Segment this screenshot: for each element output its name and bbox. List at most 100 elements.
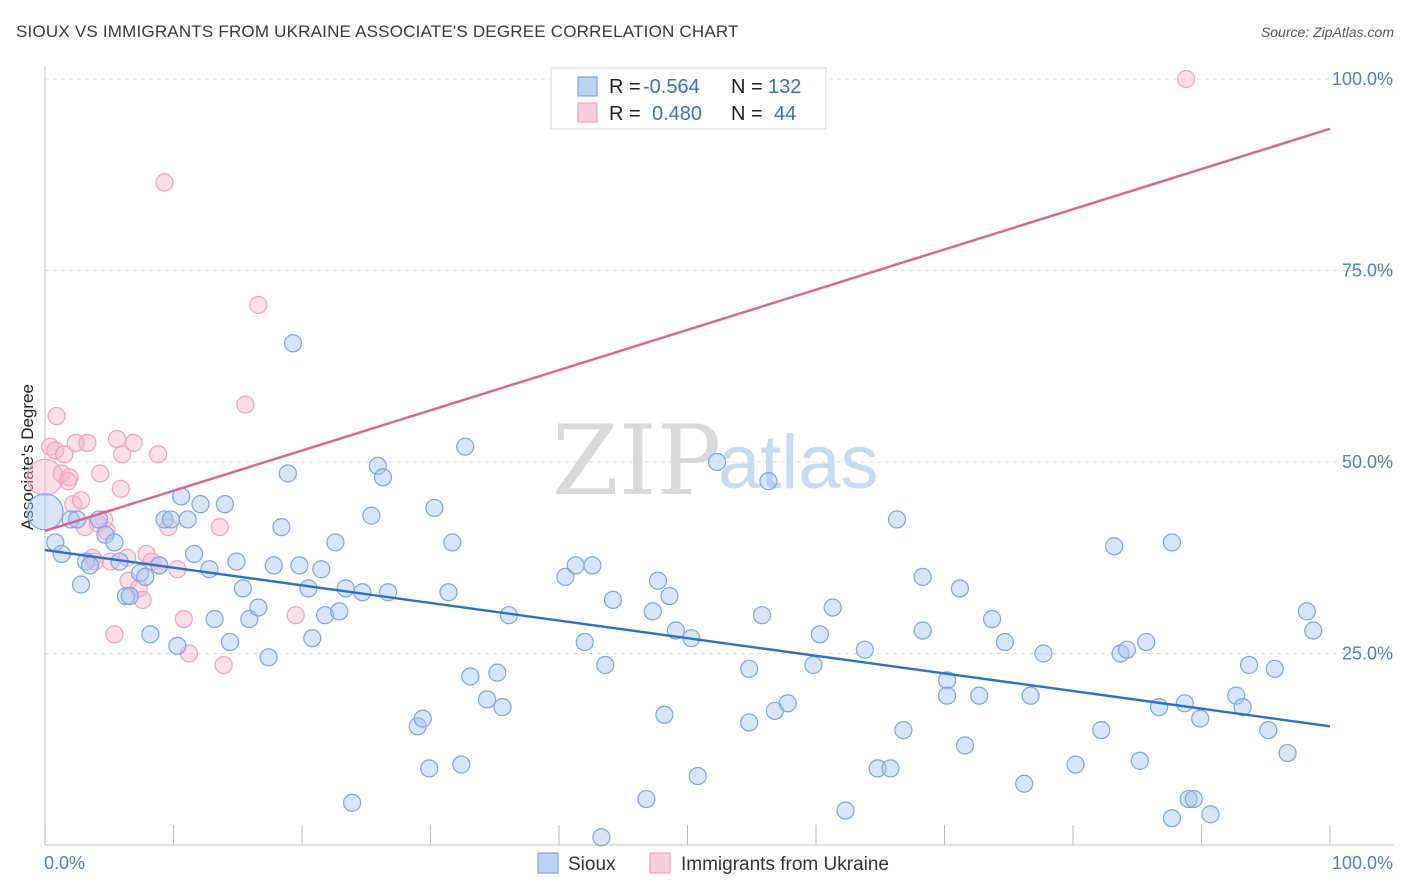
legend-swatch-sioux — [577, 76, 598, 97]
sioux-point-102 — [970, 686, 989, 705]
sioux-point-121 — [1191, 709, 1210, 728]
legend-r-value-sioux: -0.564 — [643, 76, 700, 98]
sioux-point-55 — [425, 498, 444, 518]
sioux-point-82 — [740, 659, 759, 678]
sioux-point-109 — [1092, 720, 1111, 740]
sioux-point-44 — [330, 602, 349, 621]
sioux-point-94 — [887, 510, 907, 529]
ukraine-point-3 — [47, 406, 66, 426]
sioux-point-99 — [937, 686, 957, 705]
legend-r-label-sioux: R = — [609, 76, 641, 98]
sioux-point-45 — [336, 579, 355, 598]
sioux-point-119 — [1179, 789, 1198, 809]
legend-n-value-sioux: 132 — [768, 76, 801, 98]
grid-lines — [45, 78, 1393, 654]
watermark-atlas: atlas — [718, 420, 879, 505]
ukraine-point-17 — [95, 510, 114, 529]
sioux-point-114 — [1137, 632, 1156, 652]
sioux-point-71 — [603, 590, 623, 609]
legend-n-label-sioux: N = — [731, 76, 763, 98]
legend-n-value-ukraine: 44 — [774, 103, 796, 125]
sioux-point-53 — [413, 709, 432, 728]
sioux-point-123 — [1227, 686, 1246, 705]
sioux-point-13 — [120, 586, 139, 606]
sioux-point-38 — [290, 556, 309, 575]
ukraine-point-42 — [286, 606, 305, 625]
sioux-points — [26, 334, 1323, 847]
sioux-point-41 — [312, 560, 331, 579]
sioux-point-100 — [950, 579, 970, 598]
sioux-point-40 — [303, 629, 322, 648]
sioux-point-35 — [272, 518, 291, 537]
legend-r-value-ukraine: 0.480 — [652, 103, 702, 125]
sioux-point-34 — [264, 556, 283, 575]
ukraine-point-43 — [1176, 69, 1196, 89]
sioux-point-84 — [759, 472, 778, 491]
sioux-point-59 — [456, 437, 475, 456]
watermark-zip: ZIP — [552, 405, 721, 517]
sioux-point-130 — [1304, 621, 1323, 640]
ukraine-point-36 — [174, 609, 193, 629]
sioux-point-106 — [1021, 686, 1040, 705]
sioux-point-113 — [1130, 751, 1149, 770]
bottom-legend: Sioux Immigrants from Ukraine — [537, 852, 889, 875]
ukraine-point-33 — [155, 173, 174, 192]
sioux-point-67 — [575, 632, 594, 652]
sioux-point-107 — [1034, 644, 1053, 663]
sioux-point-128 — [1278, 743, 1297, 763]
sioux-point-5 — [71, 575, 91, 594]
x-tick-label-max: 100.0% — [1332, 853, 1393, 873]
sioux-point-25 — [200, 560, 219, 579]
sioux-point-112 — [1117, 640, 1137, 659]
sioux-point-91 — [855, 640, 874, 659]
sioux-point-124 — [1233, 698, 1252, 717]
sioux-point-87 — [804, 655, 823, 675]
watermark: ZIP atlas — [552, 405, 879, 517]
sioux-point-120 — [1184, 789, 1203, 809]
sioux-point-42 — [316, 606, 335, 625]
sioux-point-48 — [362, 506, 381, 525]
sioux-point-23 — [184, 544, 204, 564]
bottom-legend-swatch-ukraine — [649, 852, 671, 874]
y-tick-labels: 25.0% 50.0% 75.0% 100.0% — [1332, 69, 1393, 664]
sioux-point-118 — [1175, 694, 1194, 713]
sioux-point-80 — [707, 452, 727, 472]
sioux-point-69 — [592, 828, 611, 847]
sioux-point-62 — [488, 663, 507, 682]
sioux-point-125 — [1239, 655, 1259, 675]
ukraine-point-26 — [124, 433, 143, 452]
sioux-point-56 — [439, 583, 458, 602]
sioux-point-116 — [1162, 533, 1182, 552]
ukraine-point-16 — [91, 464, 110, 483]
legend-swatch-ukraine — [577, 102, 598, 123]
axes — [44, 66, 1393, 846]
sioux-point-101 — [955, 736, 975, 755]
ukraine-point-2 — [46, 441, 65, 460]
ukraine-point-41 — [236, 395, 255, 414]
sioux-point-95 — [894, 720, 913, 740]
sioux-point-16 — [141, 625, 160, 644]
y-tick-label-50: 50.0% — [1342, 452, 1393, 472]
sioux-point-63 — [493, 698, 512, 717]
sioux-point-46 — [343, 793, 362, 812]
sioux-point-33 — [259, 648, 278, 667]
ukraine-point-31 — [148, 445, 168, 464]
sioux-trend-line — [44, 548, 1331, 728]
sioux-point-108 — [1066, 755, 1085, 774]
sioux-point-0 — [26, 493, 64, 531]
sioux-point-110 — [1105, 537, 1124, 556]
ukraine-point-12 — [78, 433, 97, 452]
legend-n-label-ukraine: N = — [731, 103, 763, 125]
sioux-point-105 — [1015, 774, 1034, 793]
sioux-point-126 — [1259, 720, 1278, 740]
ukraine-point-40 — [249, 295, 268, 315]
sioux-point-61 — [477, 690, 497, 709]
sioux-point-7 — [80, 556, 100, 575]
ukraine-point-7 — [60, 468, 79, 487]
sioux-point-70 — [596, 655, 615, 675]
sioux-point-10 — [105, 533, 124, 552]
sioux-point-90 — [836, 801, 855, 820]
sioux-point-117 — [1162, 809, 1182, 828]
sioux-point-18 — [155, 510, 174, 529]
